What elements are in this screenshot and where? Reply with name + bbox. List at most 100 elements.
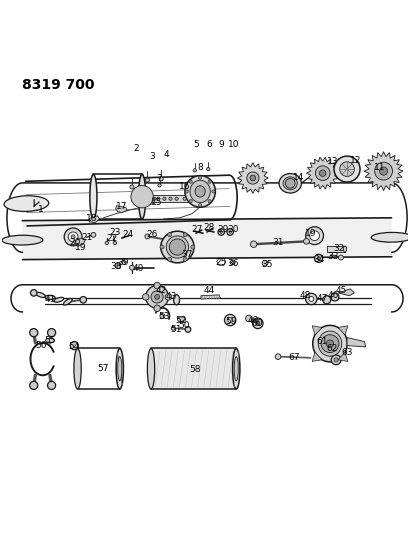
Text: 60: 60 <box>251 319 262 328</box>
Circle shape <box>316 257 319 260</box>
Circle shape <box>64 228 82 246</box>
Circle shape <box>160 313 164 318</box>
Ellipse shape <box>36 292 45 297</box>
Text: 26: 26 <box>146 230 157 239</box>
Circle shape <box>339 162 353 176</box>
Circle shape <box>274 354 280 359</box>
Text: 39: 39 <box>117 258 128 267</box>
Circle shape <box>91 232 96 237</box>
Text: 55: 55 <box>44 336 56 345</box>
Circle shape <box>315 166 329 181</box>
Circle shape <box>245 315 252 322</box>
Text: 4: 4 <box>163 150 169 159</box>
Polygon shape <box>337 289 353 296</box>
Ellipse shape <box>45 338 54 342</box>
Circle shape <box>154 295 159 300</box>
Text: 25: 25 <box>215 258 226 267</box>
Ellipse shape <box>283 177 297 190</box>
Bar <box>152 196 190 202</box>
Bar <box>326 246 344 252</box>
Circle shape <box>153 305 160 312</box>
Circle shape <box>305 293 316 305</box>
Text: 5: 5 <box>193 140 198 149</box>
Circle shape <box>68 232 78 242</box>
Circle shape <box>305 227 323 245</box>
Circle shape <box>228 231 231 233</box>
Text: 30: 30 <box>227 225 238 235</box>
Text: 32: 32 <box>333 244 344 253</box>
Text: 58: 58 <box>189 366 200 375</box>
Ellipse shape <box>116 349 123 389</box>
Circle shape <box>308 296 313 301</box>
Circle shape <box>145 286 168 308</box>
Text: 13: 13 <box>326 157 338 166</box>
Text: 41: 41 <box>44 295 56 304</box>
Text: 15: 15 <box>150 198 162 207</box>
Text: 46: 46 <box>326 291 338 300</box>
Circle shape <box>130 185 134 189</box>
Text: 3: 3 <box>149 152 155 161</box>
Text: 14: 14 <box>292 173 303 182</box>
Circle shape <box>153 282 160 289</box>
Circle shape <box>183 197 186 200</box>
Text: 61: 61 <box>315 337 327 346</box>
Text: 54: 54 <box>68 342 80 351</box>
Text: 20: 20 <box>69 238 81 247</box>
Circle shape <box>322 296 330 304</box>
Text: 52: 52 <box>175 316 186 325</box>
Text: 56: 56 <box>35 341 47 350</box>
Text: 12: 12 <box>348 157 360 165</box>
Circle shape <box>115 263 120 269</box>
Circle shape <box>190 245 194 249</box>
Circle shape <box>320 335 338 352</box>
Circle shape <box>250 241 256 247</box>
Ellipse shape <box>177 317 185 322</box>
Circle shape <box>207 199 211 203</box>
Bar <box>151 349 236 389</box>
Circle shape <box>211 190 215 193</box>
Polygon shape <box>311 326 321 335</box>
Circle shape <box>226 229 233 235</box>
Ellipse shape <box>232 349 239 389</box>
Text: 27: 27 <box>191 225 202 233</box>
Circle shape <box>121 261 126 264</box>
Polygon shape <box>22 218 391 260</box>
Circle shape <box>314 254 322 262</box>
Ellipse shape <box>173 295 179 305</box>
Ellipse shape <box>166 236 188 258</box>
Ellipse shape <box>234 357 238 381</box>
Circle shape <box>326 340 333 348</box>
Text: 40: 40 <box>132 264 144 273</box>
Polygon shape <box>311 352 321 361</box>
Ellipse shape <box>117 357 121 381</box>
Polygon shape <box>237 163 267 193</box>
Ellipse shape <box>45 295 55 300</box>
Circle shape <box>29 328 38 337</box>
Circle shape <box>80 296 86 303</box>
Circle shape <box>47 328 56 337</box>
Ellipse shape <box>138 174 145 219</box>
Text: 23: 23 <box>109 228 120 237</box>
Circle shape <box>198 176 201 179</box>
Ellipse shape <box>189 180 210 203</box>
Text: 45: 45 <box>335 286 346 295</box>
Polygon shape <box>73 238 85 246</box>
Circle shape <box>142 294 148 300</box>
Polygon shape <box>115 206 127 213</box>
Circle shape <box>303 238 308 244</box>
Text: 44: 44 <box>203 286 214 295</box>
Text: 49: 49 <box>247 316 258 325</box>
Circle shape <box>249 175 255 181</box>
Ellipse shape <box>343 246 346 252</box>
Text: 34: 34 <box>313 255 324 264</box>
Text: 28: 28 <box>203 223 214 232</box>
Ellipse shape <box>2 235 43 245</box>
Text: 2: 2 <box>133 144 139 154</box>
Text: 47: 47 <box>316 294 328 303</box>
Text: 24: 24 <box>122 230 133 239</box>
Text: 19: 19 <box>304 229 315 238</box>
Text: 8319 700: 8319 700 <box>22 78 94 92</box>
Text: 31: 31 <box>272 238 283 247</box>
Circle shape <box>171 326 175 330</box>
Circle shape <box>198 204 201 207</box>
